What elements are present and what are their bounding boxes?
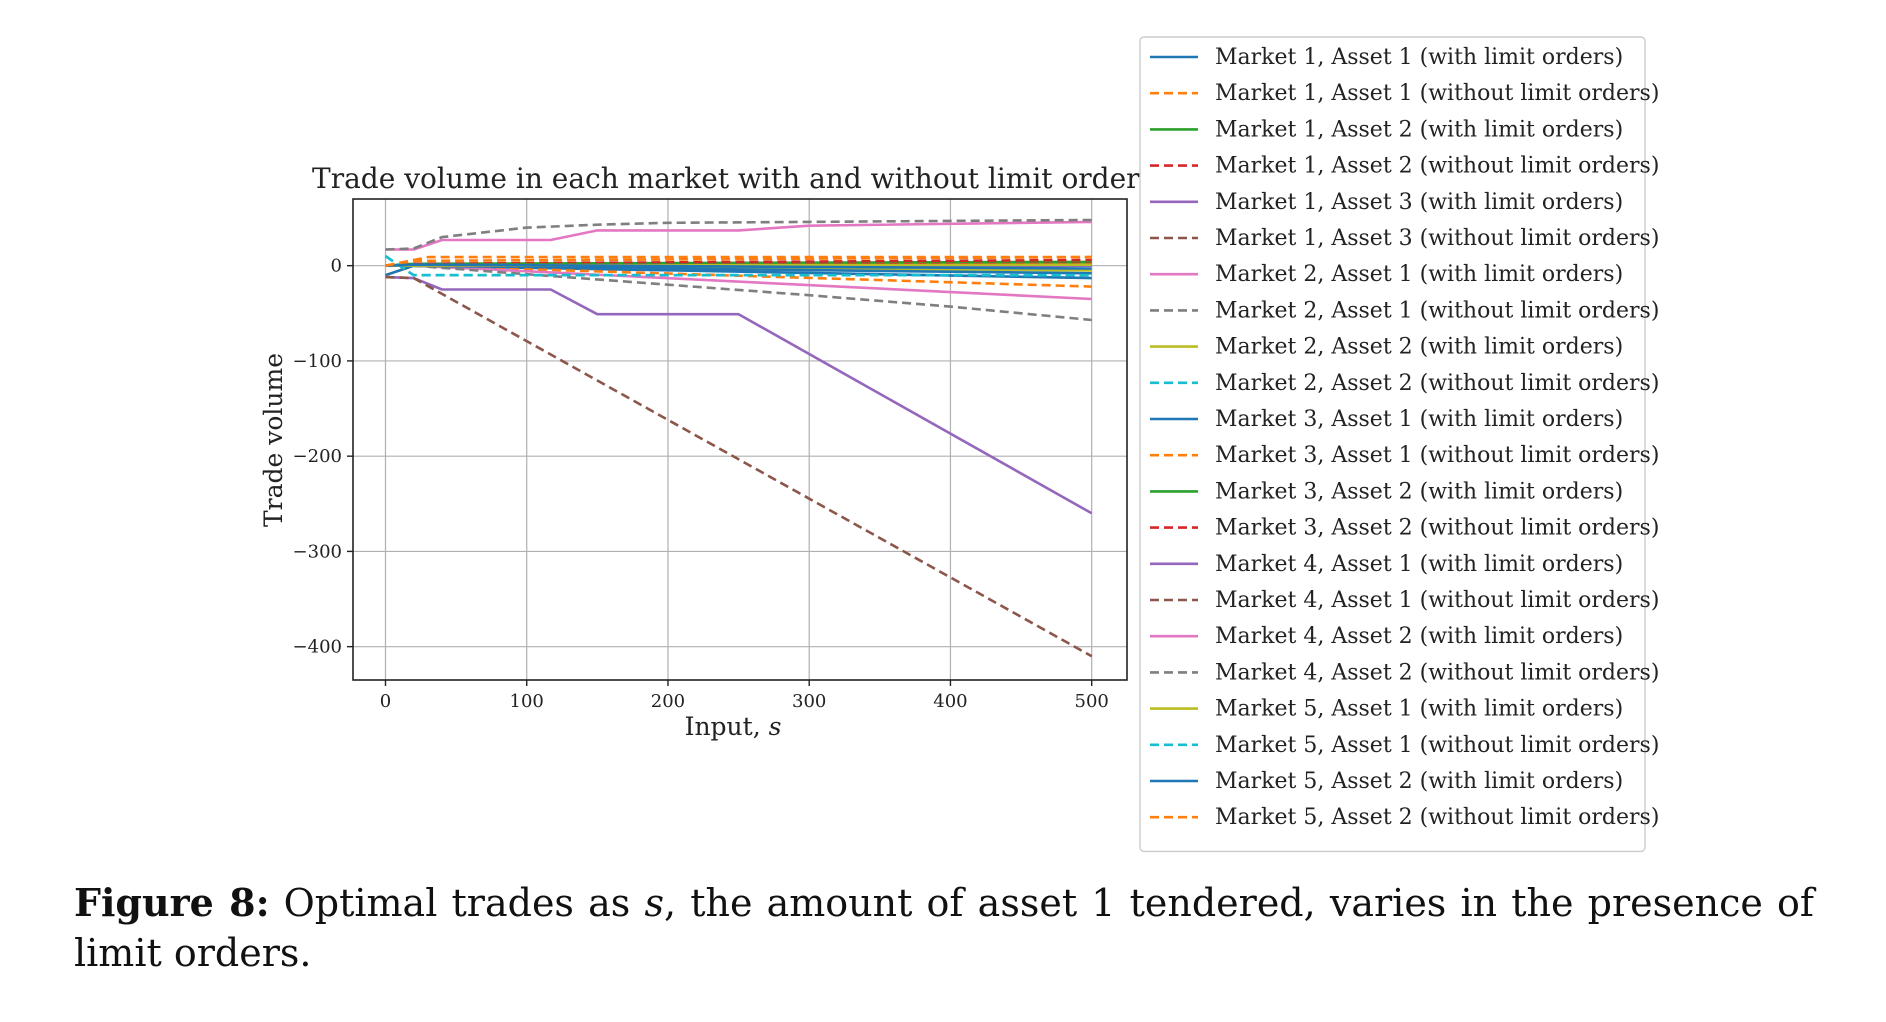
y-tick-label: −100 [293, 351, 342, 372]
legend-entry-label: Market 2, Asset 1 (with limit orders) [1215, 262, 1623, 287]
legend-entry-label: Market 3, Asset 2 (with limit orders) [1215, 479, 1623, 504]
legend-entry-label: Market 3, Asset 2 (without limit orders) [1215, 516, 1659, 541]
legend: Market 1, Asset 1 (with limit orders) Mar… [1139, 36, 1659, 853]
x-tick-label: 100 [510, 691, 544, 712]
legend-entry-label: Market 1, Asset 2 (with limit orders) [1215, 117, 1623, 142]
legend-entry-label: Market 1, Asset 2 (without limit orders) [1215, 154, 1659, 179]
legend-entry-label: Market 5, Asset 2 (without limit orders) [1215, 805, 1659, 830]
legend-entry-label: Market 2, Asset 2 (with limit orders) [1215, 335, 1623, 360]
legend-frame [1139, 36, 1646, 853]
legend-entry-label: Market 4, Asset 2 (with limit orders) [1215, 624, 1623, 649]
plot-frame [352, 198, 1128, 681]
series-line-21 [385, 263, 1092, 270]
plot-area: 0 100 200 300 400 500 0 −100 −200 −300 −400 [293, 198, 1128, 712]
series-line-16 [385, 275, 1093, 658]
y-tick-label: −200 [293, 446, 342, 467]
series-line-18 [385, 218, 1092, 251]
figure-label: Figure 8: [74, 880, 270, 925]
figure-caption: Figure 8: Optimal trades as s, the amount… [74, 878, 1814, 978]
caption-text-before: Optimal trades as [283, 881, 645, 925]
legend-entry-label: Market 1, Asset 1 (without limit orders) [1215, 81, 1659, 106]
legend-entry-label: Market 5, Asset 2 (with limit orders) [1215, 769, 1623, 794]
legend-entry-label: Market 4, Asset 2 (without limit orders) [1215, 660, 1659, 685]
x-tick-label: 500 [1075, 691, 1109, 712]
x-axis-label-variable: s [769, 712, 782, 741]
series-line-22 [385, 255, 1092, 267]
y-tick-label: −400 [293, 637, 342, 658]
y-tick-label: 0 [331, 256, 342, 277]
x-tick-label: 400 [933, 691, 967, 712]
legend-entry-label: Market 3, Asset 1 (with limit orders) [1215, 407, 1623, 432]
x-tick-label: 300 [792, 691, 826, 712]
legend-entry-label: Market 4, Asset 1 (with limit orders) [1215, 552, 1623, 577]
legend-entry-label: Market 3, Asset 1 (without limit orders) [1215, 443, 1659, 468]
series-line-20 [384, 255, 1092, 277]
legend-entry-label: Market 2, Asset 2 (without limit orders) [1215, 371, 1659, 396]
x-axis-label: Input, s [685, 712, 782, 741]
legend-entry-label: Market 5, Asset 1 (without limit orders) [1215, 733, 1659, 758]
legend-entry-label: Market 2, Asset 1 (without limit orders) [1215, 298, 1659, 323]
plot-background [353, 199, 1127, 680]
caption-text-after: , the amount of asset 1 tendered, varies… [74, 881, 1814, 975]
y-axis-label: Trade volume [259, 353, 288, 527]
x-axis-label-text: Input, [685, 712, 769, 741]
legend-entry-label: Market 4, Asset 1 (without limit orders) [1215, 588, 1659, 613]
y-tick-label: −300 [293, 541, 342, 562]
caption-variable: s [644, 881, 664, 925]
legend-entry-label: Market 1, Asset 3 (with limit orders) [1215, 190, 1623, 215]
chart-title: Trade volume in each market with and wit… [312, 162, 1154, 195]
series-lines [384, 218, 1093, 658]
legend-entry-label: Market 1, Asset 1 (with limit orders) [1215, 45, 1623, 70]
x-tick-label: 200 [651, 691, 685, 712]
axis-ticks: 0 100 200 300 400 500 0 −100 −200 −300 −400 [293, 256, 1109, 712]
legend-entry-label: Market 5, Asset 1 (with limit orders) [1215, 697, 1623, 722]
x-tick-label: 0 [380, 691, 391, 712]
legend-entry-label: Market 1, Asset 3 (without limit orders) [1215, 226, 1659, 251]
